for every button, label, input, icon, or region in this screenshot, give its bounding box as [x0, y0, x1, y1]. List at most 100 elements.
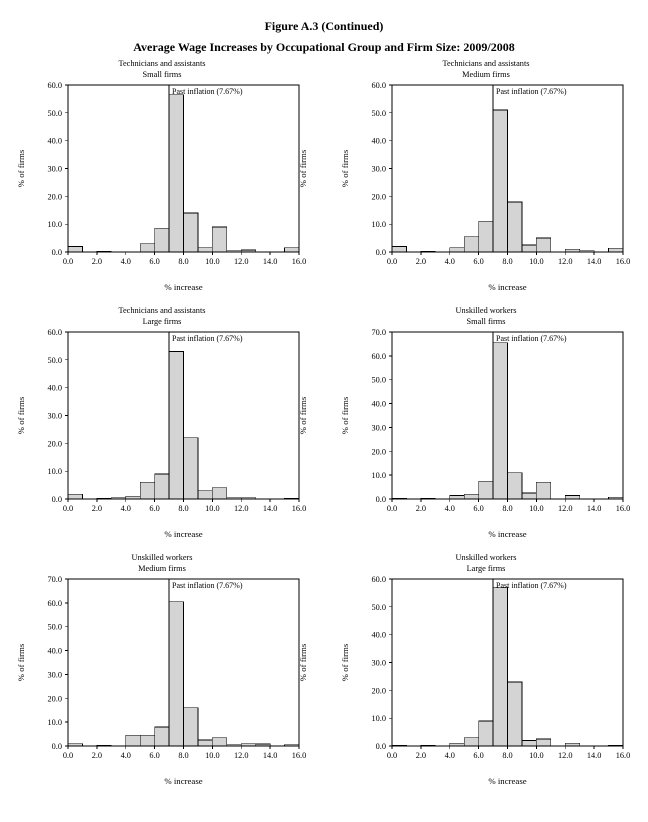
svg-text:0.0: 0.0 — [387, 504, 397, 513]
svg-text:40.0: 40.0 — [371, 631, 386, 640]
svg-text:% increase: % increase — [488, 529, 526, 539]
svg-text:0.0: 0.0 — [387, 751, 397, 760]
svg-text:16.0: 16.0 — [616, 504, 631, 513]
svg-text:% of firms: % of firms — [16, 149, 26, 187]
svg-text:% of firms: % of firms — [298, 643, 308, 681]
svg-text:8.0: 8.0 — [178, 257, 188, 266]
svg-text:2.0: 2.0 — [416, 257, 426, 266]
svg-text:10.0: 10.0 — [529, 257, 544, 266]
svg-text:14.0: 14.0 — [587, 504, 602, 513]
svg-text:0.0: 0.0 — [52, 495, 62, 504]
svg-text:12.0: 12.0 — [558, 504, 573, 513]
svg-text:14.0: 14.0 — [263, 751, 278, 760]
svg-text:16.0: 16.0 — [292, 751, 307, 760]
svg-text:14.0: 14.0 — [587, 257, 602, 266]
svg-text:50.0: 50.0 — [371, 376, 386, 385]
svg-text:40.0: 40.0 — [371, 400, 386, 409]
svg-text:16.0: 16.0 — [292, 257, 307, 266]
svg-text:8.0: 8.0 — [502, 257, 512, 266]
svg-text:60.0: 60.0 — [47, 328, 62, 337]
svg-text:2.0: 2.0 — [92, 257, 102, 266]
svg-text:6.0: 6.0 — [149, 751, 159, 760]
svg-text:60.0: 60.0 — [371, 575, 386, 584]
svg-text:50.0: 50.0 — [371, 109, 386, 118]
svg-text:12.0: 12.0 — [558, 751, 573, 760]
svg-text:0.0: 0.0 — [52, 248, 62, 257]
svg-text:10.0: 10.0 — [47, 220, 62, 229]
svg-text:2.0: 2.0 — [92, 504, 102, 513]
svg-text:60.0: 60.0 — [47, 599, 62, 608]
svg-text:% increase: % increase — [164, 776, 202, 786]
svg-text:10.0: 10.0 — [371, 714, 386, 723]
svg-text:% of firms: % of firms — [298, 149, 308, 187]
svg-text:14.0: 14.0 — [587, 751, 602, 760]
svg-text:2.0: 2.0 — [416, 504, 426, 513]
svg-text:6.0: 6.0 — [149, 257, 159, 266]
svg-text:20.0: 20.0 — [47, 694, 62, 703]
svg-text:10.0: 10.0 — [371, 220, 386, 229]
svg-text:Past inflation (7.67%): Past inflation (7.67%) — [172, 87, 243, 96]
svg-text:0.0: 0.0 — [52, 742, 62, 751]
svg-text:12.0: 12.0 — [234, 751, 249, 760]
svg-text:% of firms: % of firms — [16, 643, 26, 681]
svg-text:Past inflation (7.67%): Past inflation (7.67%) — [172, 581, 243, 590]
svg-text:40.0: 40.0 — [47, 384, 62, 393]
svg-text:8.0: 8.0 — [178, 504, 188, 513]
svg-text:4.0: 4.0 — [121, 504, 131, 513]
svg-text:4.0: 4.0 — [121, 257, 131, 266]
svg-text:2.0: 2.0 — [92, 751, 102, 760]
svg-text:4.0: 4.0 — [445, 504, 455, 513]
svg-text:50.0: 50.0 — [47, 623, 62, 632]
svg-text:10.0: 10.0 — [529, 504, 544, 513]
svg-text:10.0: 10.0 — [205, 504, 220, 513]
svg-text:6.0: 6.0 — [149, 504, 159, 513]
svg-text:8.0: 8.0 — [502, 504, 512, 513]
svg-text:12.0: 12.0 — [558, 257, 573, 266]
svg-text:30.0: 30.0 — [371, 165, 386, 174]
svg-text:12.0: 12.0 — [234, 504, 249, 513]
svg-text:4.0: 4.0 — [445, 751, 455, 760]
svg-text:40.0: 40.0 — [47, 137, 62, 146]
svg-text:0.0: 0.0 — [387, 257, 397, 266]
svg-text:0.0: 0.0 — [376, 248, 386, 257]
svg-text:30.0: 30.0 — [371, 423, 386, 432]
svg-text:Past inflation (7.67%): Past inflation (7.67%) — [496, 87, 567, 96]
svg-text:30.0: 30.0 — [47, 412, 62, 421]
svg-text:12.0: 12.0 — [234, 257, 249, 266]
svg-text:% increase: % increase — [164, 529, 202, 539]
svg-text:0.0: 0.0 — [376, 742, 386, 751]
svg-text:% of firms: % of firms — [340, 149, 350, 187]
svg-text:% of firms: % of firms — [340, 396, 350, 434]
svg-text:6.0: 6.0 — [473, 257, 483, 266]
svg-text:20.0: 20.0 — [371, 192, 386, 201]
svg-text:60.0: 60.0 — [371, 81, 386, 90]
svg-text:4.0: 4.0 — [445, 257, 455, 266]
svg-text:0.0: 0.0 — [63, 257, 73, 266]
svg-text:20.0: 20.0 — [371, 686, 386, 695]
svg-text:16.0: 16.0 — [616, 751, 631, 760]
svg-text:% of firms: % of firms — [298, 396, 308, 434]
svg-text:70.0: 70.0 — [47, 575, 62, 584]
svg-text:40.0: 40.0 — [371, 137, 386, 146]
svg-text:8.0: 8.0 — [502, 751, 512, 760]
svg-text:Past inflation (7.67%): Past inflation (7.67%) — [496, 581, 567, 590]
svg-text:% increase: % increase — [164, 282, 202, 292]
svg-text:4.0: 4.0 — [121, 751, 131, 760]
svg-text:Past inflation (7.67%): Past inflation (7.67%) — [496, 334, 567, 343]
svg-text:40.0: 40.0 — [47, 647, 62, 656]
svg-text:% of firms: % of firms — [16, 396, 26, 434]
svg-text:10.0: 10.0 — [47, 718, 62, 727]
svg-text:60.0: 60.0 — [47, 81, 62, 90]
svg-text:16.0: 16.0 — [292, 504, 307, 513]
svg-text:8.0: 8.0 — [178, 751, 188, 760]
svg-text:50.0: 50.0 — [47, 356, 62, 365]
svg-text:14.0: 14.0 — [263, 504, 278, 513]
svg-text:30.0: 30.0 — [47, 670, 62, 679]
svg-text:50.0: 50.0 — [371, 603, 386, 612]
svg-text:50.0: 50.0 — [47, 109, 62, 118]
svg-text:10.0: 10.0 — [47, 467, 62, 476]
svg-text:% of firms: % of firms — [340, 643, 350, 681]
svg-text:14.0: 14.0 — [263, 257, 278, 266]
svg-text:10.0: 10.0 — [371, 471, 386, 480]
svg-text:30.0: 30.0 — [371, 659, 386, 668]
